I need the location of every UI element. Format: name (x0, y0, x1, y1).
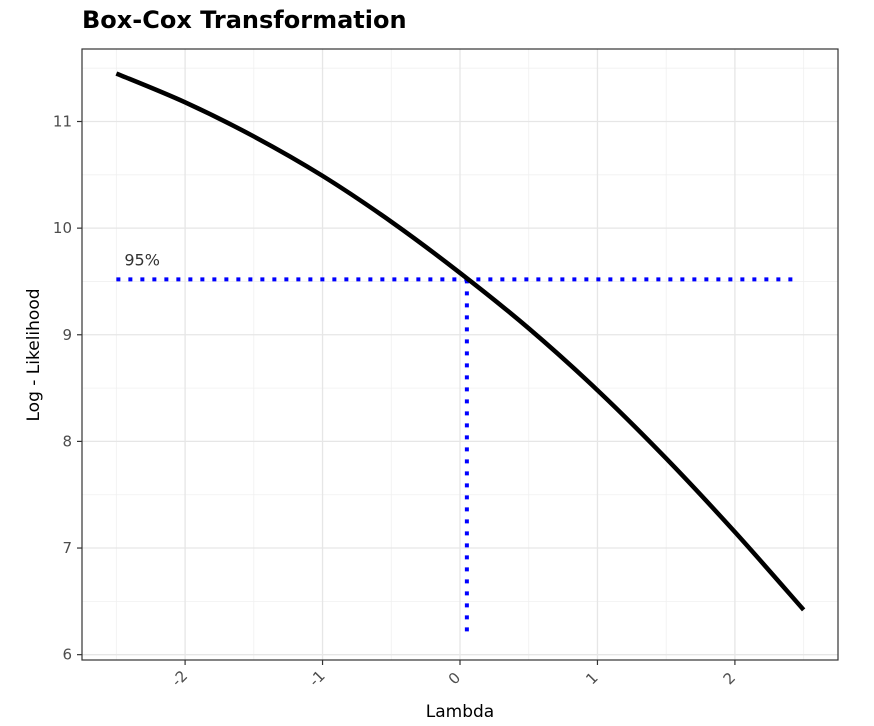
ci-reference-lines (116, 277, 797, 634)
y-tick-label: 6 (62, 646, 72, 664)
chart-title: Box-Cox Transformation (82, 6, 407, 34)
y-axis: 6 7 8 9 10 11 (53, 113, 82, 664)
log-likelihood-line (115, 71, 806, 612)
x-tick-label: 0 (445, 669, 464, 688)
x-tick-label: -2 (168, 667, 191, 690)
series-group (115, 71, 806, 612)
x-tick-label: 2 (720, 669, 739, 688)
y-axis-title: Log - Likelihood (24, 288, 44, 421)
y-tick-label: 10 (53, 219, 72, 237)
ci-label: 95% (124, 250, 160, 269)
x-tick-label: 1 (582, 669, 601, 688)
major-gridlines (82, 49, 838, 660)
x-tick-label: -1 (305, 667, 328, 690)
y-tick-label: 11 (53, 113, 72, 131)
x-axis: -2 -1 0 1 2 (168, 660, 739, 690)
y-tick-label: 7 (62, 539, 72, 557)
x-axis-title: Lambda (426, 702, 494, 722)
y-tick-label: 8 (62, 432, 72, 450)
y-tick-label: 9 (62, 326, 72, 344)
